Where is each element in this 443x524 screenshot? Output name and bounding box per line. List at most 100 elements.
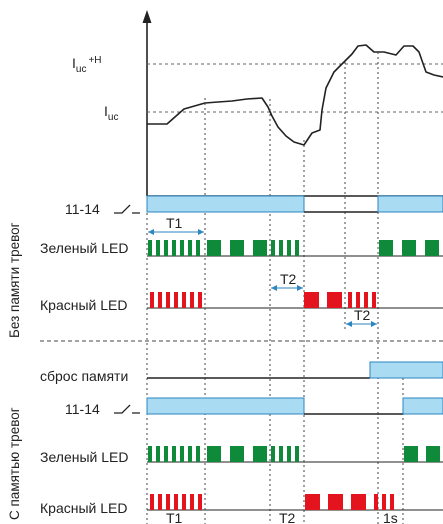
- red-fast-blink: [174, 292, 178, 308]
- red-fast-blink: [182, 494, 186, 510]
- memory-reset-bar: [369, 361, 443, 379]
- green-fast-blink: [164, 446, 168, 462]
- t2-arrow-left-icon: [271, 285, 277, 291]
- t2b-arrow-left-icon: [346, 321, 352, 327]
- red-fast-blink: [382, 494, 386, 510]
- green-slow-blink: [207, 240, 221, 256]
- red-fast-blink: [390, 494, 394, 510]
- relay-on-bar-2: [377, 195, 443, 213]
- red-slow-blink: [328, 494, 343, 510]
- red-fast-blink: [182, 292, 186, 308]
- green-led-label-2: Зеленый LED: [40, 449, 128, 465]
- green-fast-blink: [172, 446, 176, 462]
- red-led-pulses-2: [150, 494, 394, 510]
- green-fast-blink: [188, 240, 192, 256]
- section-memory: С памятью тревог сброс памяти 11-14 Зеле…: [7, 361, 443, 524]
- bottom-t2-label: T2: [279, 510, 296, 524]
- label-iuc-h: Iuc+H: [72, 55, 102, 75]
- green-slow-blink: [426, 446, 440, 462]
- signal-plot: Iuc+H Iuc: [72, 10, 443, 197]
- red-fast-blink: [364, 292, 368, 308]
- green-fast-blink: [180, 446, 184, 462]
- red-fast-blink: [190, 494, 194, 510]
- green-fast-blink: [180, 240, 184, 256]
- green-fast-blink: [148, 240, 152, 256]
- green-slow-blink: [404, 446, 418, 462]
- bottom-t1-label: T1: [166, 510, 183, 524]
- red-fast-blink: [198, 494, 202, 510]
- red-fast-blink: [158, 292, 162, 308]
- green-fast-blink: [164, 240, 168, 256]
- green-fast-blink: [156, 240, 160, 256]
- relay-contact-icon: [114, 204, 140, 214]
- red-fast-blink: [166, 292, 170, 308]
- red-fast-blink: [150, 494, 154, 510]
- red-fast-blink: [150, 292, 154, 308]
- t2-arrow-right-icon: [297, 285, 303, 291]
- green-fast-blink: [295, 240, 299, 256]
- green-slow-blink: [253, 240, 267, 256]
- green-fast-blink: [148, 446, 152, 462]
- green-fast-blink: [188, 446, 192, 462]
- green-fast-blink: [287, 446, 291, 462]
- time-guides: [146, 52, 404, 524]
- green-fast-blink: [287, 240, 291, 256]
- relay-label-2: 11-14: [65, 401, 100, 417]
- green-led-label: Зеленый LED: [40, 240, 128, 256]
- green-slow-blink: [402, 240, 416, 256]
- green-fast-blink: [295, 446, 299, 462]
- green-fast-blink: [279, 240, 283, 256]
- relay-on-bar-3: [146, 397, 305, 415]
- red-led-label-2: Красный LED: [40, 500, 127, 516]
- green-led-pulses-2: [148, 446, 440, 462]
- section-title-memory: С памятью тревог: [7, 407, 22, 520]
- red-fast-blink: [190, 292, 194, 308]
- red-fast-blink: [356, 292, 360, 308]
- relay-on-bar-1: [146, 195, 305, 213]
- relay-label: 11-14: [65, 201, 100, 217]
- red-slow-blink: [304, 292, 319, 308]
- red-led-pulses: [150, 292, 376, 308]
- red-fast-blink: [166, 494, 170, 510]
- green-fast-blink: [271, 446, 275, 462]
- red-led-label: Красный LED: [40, 297, 127, 313]
- green-slow-blink: [425, 240, 439, 256]
- t2b-arrow-right-icon: [371, 321, 377, 327]
- green-fast-blink: [156, 446, 160, 462]
- green-slow-blink: [230, 240, 244, 256]
- red-fast-blink: [372, 292, 376, 308]
- red-slow-blink: [327, 292, 342, 308]
- section-no-memory: Без памяти тревог 11-14 T1 Зеленый LED: [7, 195, 443, 338]
- green-slow-blink: [207, 446, 221, 462]
- green-fast-blink: [279, 446, 283, 462]
- red-fast-blink: [348, 292, 352, 308]
- t2b-label: T2: [354, 307, 371, 323]
- green-slow-blink: [230, 446, 244, 462]
- red-slow-blink: [351, 494, 366, 510]
- signal-curve: [147, 44, 443, 146]
- y-axis-arrow-icon: [142, 10, 152, 23]
- section-title-no-memory: Без памяти тревог: [7, 222, 22, 338]
- green-slow-blink: [253, 446, 267, 462]
- green-fast-blink: [271, 240, 275, 256]
- memory-reset-label: сброс памяти: [40, 368, 128, 384]
- red-fast-blink: [174, 494, 178, 510]
- t1-arrow-right-icon: [198, 229, 204, 235]
- relay-contact-icon: [114, 404, 140, 414]
- red-fast-blink: [158, 494, 162, 510]
- red-fast-blink: [198, 292, 202, 308]
- t2-label: T2: [280, 271, 297, 287]
- green-fast-blink: [196, 240, 200, 256]
- label-iuc: Iuc: [104, 103, 118, 123]
- bottom-1s-label: 1s: [383, 510, 398, 524]
- red-fast-blink: [374, 494, 378, 510]
- relay-on-bar-4: [402, 397, 443, 415]
- green-fast-blink: [172, 240, 176, 256]
- t1-label: T1: [166, 215, 183, 231]
- green-slow-blink: [379, 240, 393, 256]
- red-slow-blink: [305, 494, 320, 510]
- green-fast-blink: [196, 446, 200, 462]
- t1-arrow-left-icon: [148, 229, 154, 235]
- green-led-pulses: [148, 240, 439, 256]
